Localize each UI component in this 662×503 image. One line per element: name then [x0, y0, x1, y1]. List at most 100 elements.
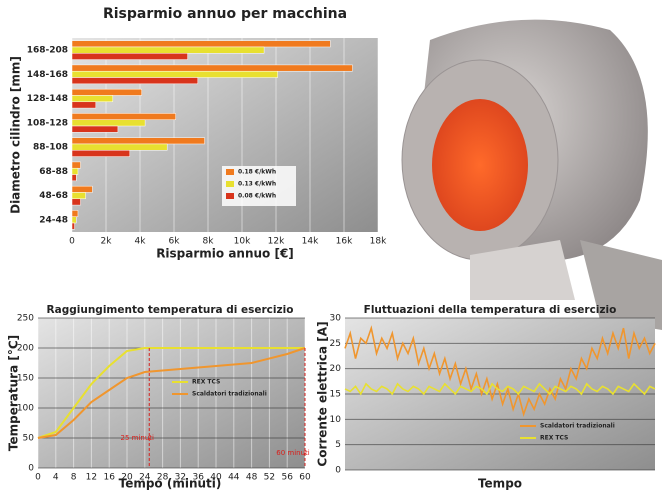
bar [71, 185, 93, 193]
legend-label: REX TCS [540, 435, 568, 442]
y-tick-label: 100 [17, 404, 34, 414]
x-tick-label: 14k [302, 237, 319, 247]
bar [71, 101, 97, 109]
bar [71, 64, 353, 72]
y-tick-label: 250 [17, 314, 34, 324]
bar [71, 70, 278, 78]
y-tick-label: 88-108 [33, 143, 68, 153]
bar [71, 174, 77, 182]
x-tick-label: 12k [268, 237, 285, 247]
plot-area [38, 318, 305, 468]
bar [71, 113, 176, 120]
bar [71, 161, 81, 169]
bar [71, 119, 146, 127]
y-tick-label: 148-168 [27, 70, 68, 80]
legend-label: Scaldatori tradizionali [540, 423, 615, 430]
chart-title: Fluttuazioni della temperatura di eserci… [364, 304, 617, 316]
bar [71, 222, 75, 230]
chart-title: Raggiungimento temperatura di esercizio [47, 304, 294, 316]
bar [71, 143, 168, 151]
annotation: 25 minuti [121, 434, 155, 442]
x-tick-label: 20 [121, 473, 133, 483]
legend-label: 0.13 €/kWh [238, 181, 276, 188]
x-tick-label: 0 [69, 237, 75, 247]
y-tick-label: 68-88 [39, 167, 68, 177]
bar [71, 77, 199, 85]
x-tick-label: 18k [370, 237, 387, 247]
x-tick-label: 16 [103, 473, 115, 483]
x-tick-label: 12 [86, 473, 97, 483]
series-line [37, 347, 306, 439]
chart-title: Risparmio annuo per macchina [103, 6, 347, 22]
x-axis-label: Risparmio annuo [€] [156, 247, 294, 261]
legend-label: REX TCS [192, 379, 220, 386]
bar [71, 137, 205, 145]
legend-label: 0.18 €/kWh [238, 169, 276, 176]
x-axis-label: Tempo [478, 477, 522, 491]
x-tick-label: 16k [336, 237, 353, 247]
legend-swatch [226, 193, 234, 199]
x-tick-label: 48 [246, 473, 258, 483]
y-axis-label: Diametro cilindro [mm] [9, 56, 23, 214]
legend-label: 0.08 €/kWh [238, 193, 276, 200]
y-tick-label: 0 [28, 464, 34, 474]
x-tick-label: 2k [101, 237, 113, 247]
y-tick-label: 108-128 [27, 118, 68, 128]
bar [71, 150, 131, 157]
x-tick-label: 28 [157, 473, 169, 483]
y-tick-label: 30 [330, 314, 342, 324]
y-tick-label: 15 [330, 390, 341, 400]
x-tick-label: 60 [299, 473, 311, 483]
x-tick-label: 40 [210, 473, 222, 483]
x-tick-label: 44 [228, 473, 240, 483]
bar [71, 53, 188, 60]
y-tick-label: 5 [335, 440, 341, 450]
bar [71, 192, 86, 200]
x-tick-label: 4 [53, 473, 59, 483]
y-tick-label: 50 [23, 434, 35, 444]
x-tick-label: 4k [135, 237, 147, 247]
y-tick-label: 128-148 [27, 94, 68, 104]
bar [71, 167, 79, 175]
bar [71, 198, 81, 206]
legend-swatch [226, 181, 234, 187]
y-tick-label: 200 [17, 344, 34, 354]
x-tick-label: 8k [203, 237, 215, 247]
series-line [344, 325, 656, 418]
x-tick-label: 10k [234, 237, 251, 247]
legend-box [222, 166, 296, 206]
y-tick-label: 10 [330, 415, 342, 425]
series-line [344, 382, 656, 396]
bar [71, 46, 265, 54]
x-axis-label: Tempo (minuti) [119, 477, 222, 491]
legend-label: Scaldatori tradizionali [192, 391, 267, 398]
legend-swatch [226, 169, 234, 175]
bar [71, 125, 119, 133]
x-tick-label: 6k [169, 237, 181, 247]
x-tick-label: 56 [281, 473, 293, 483]
series-line [37, 347, 305, 439]
bar [71, 210, 79, 217]
product-photo [401, 19, 662, 330]
y-tick-label: 20 [330, 364, 342, 374]
x-tick-label: 52 [264, 473, 275, 483]
x-tick-label: 0 [35, 473, 41, 483]
bar [71, 40, 331, 48]
y-tick-label: 24-48 [39, 215, 68, 225]
x-tick-label: 36 [192, 473, 204, 483]
y-tick-label: 150 [17, 374, 34, 384]
bar [71, 88, 142, 96]
y-tick-label: 25 [330, 339, 341, 349]
bar [71, 95, 114, 103]
x-tick-label: 32 [175, 473, 186, 483]
x-tick-label: 24 [139, 473, 151, 483]
y-tick-label: 48-68 [39, 191, 68, 201]
y-axis-label: Corrente elettrica [A] [316, 321, 330, 466]
y-axis-label: Temperatura [°C] [7, 335, 21, 451]
y-tick-label: 168-208 [27, 46, 68, 56]
x-tick-label: 8 [71, 473, 77, 483]
bar [71, 216, 77, 224]
annotation: 60 minuti [276, 449, 310, 457]
y-tick-label: 0 [335, 466, 341, 476]
